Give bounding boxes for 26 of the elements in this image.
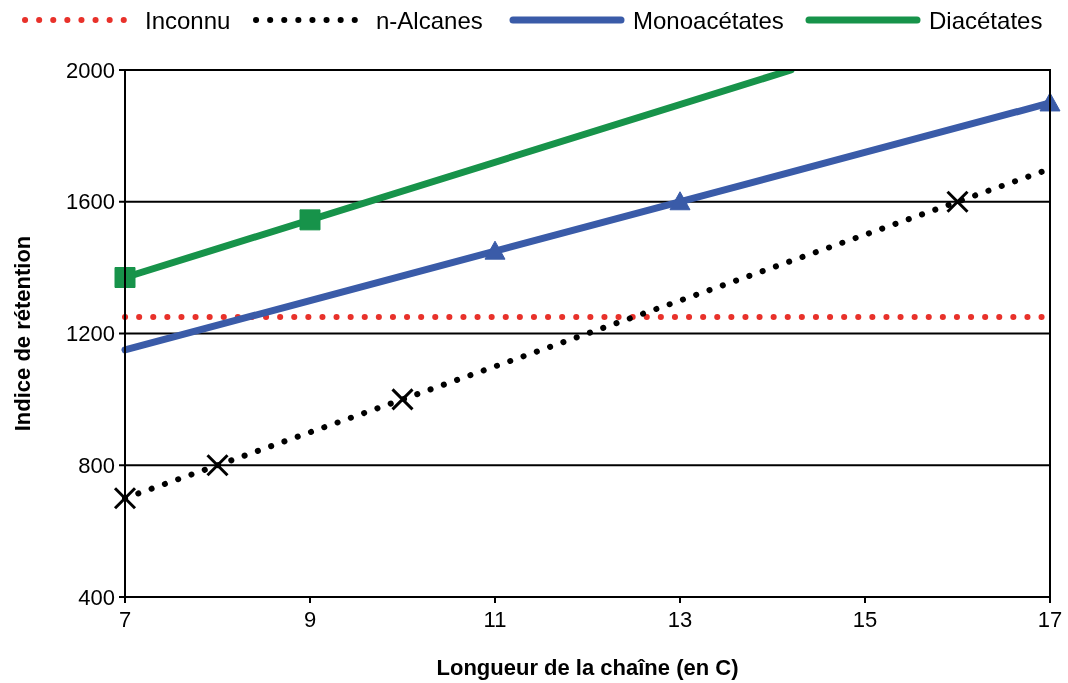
point xyxy=(946,190,969,214)
x-tick-label: 11 xyxy=(483,607,507,632)
point xyxy=(206,453,229,477)
y-tick-label: 800 xyxy=(78,452,115,478)
x-axis-title: Longueur de la chaîne (en C) xyxy=(436,655,739,680)
y-tick-label: 1200 xyxy=(66,321,115,347)
point xyxy=(1039,92,1061,112)
legend-label: Inconnu xyxy=(145,7,231,34)
legend-label: n-Alcanes xyxy=(376,7,483,34)
point xyxy=(391,387,414,411)
x-tick-label: 9 xyxy=(303,607,317,632)
x-tick-label: 7 xyxy=(118,607,132,632)
point xyxy=(669,191,691,211)
point xyxy=(484,240,506,260)
y-tick-label: 2000 xyxy=(66,57,115,83)
y-tick-label: 400 xyxy=(78,584,115,610)
legend-label: Diacétates xyxy=(929,7,1043,34)
x-tick-label: 13 xyxy=(667,607,693,632)
y-tick-label: 1600 xyxy=(66,189,115,215)
point xyxy=(114,267,136,289)
y-axis-title: Indice de rétention xyxy=(10,235,35,432)
legend-label: Monoacétates xyxy=(633,7,784,34)
point xyxy=(299,209,321,231)
x-tick-label: 17 xyxy=(1037,607,1063,632)
point xyxy=(113,486,137,510)
x-tick-label: 15 xyxy=(852,607,878,632)
